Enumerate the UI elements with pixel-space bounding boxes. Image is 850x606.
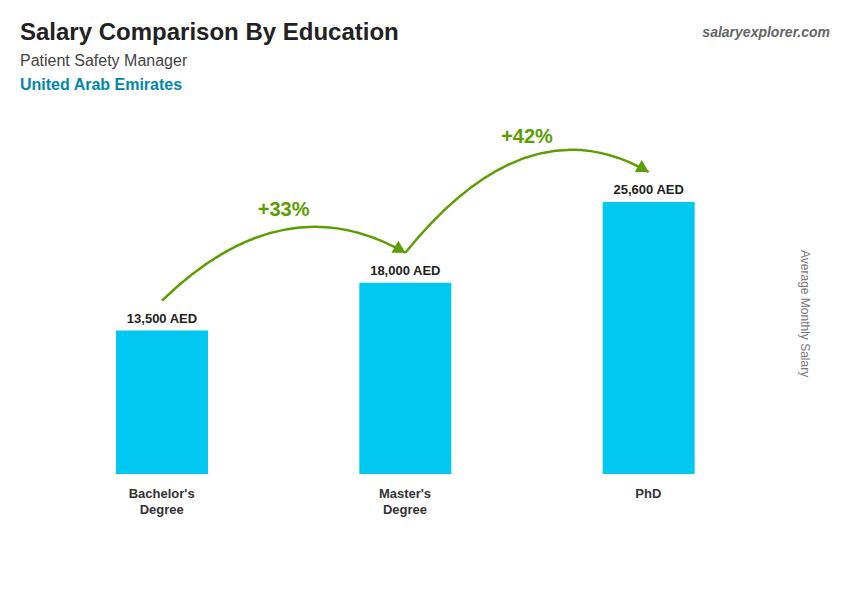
svg-text:Master'sDegree: Master'sDegree <box>379 486 431 517</box>
svg-text:25,600 AED: 25,600 AED <box>613 182 683 197</box>
svg-text:+42%: +42% <box>501 125 553 147</box>
svg-text:+33%: +33% <box>258 198 310 220</box>
svg-text:Bachelor'sDegree: Bachelor'sDegree <box>129 486 195 517</box>
svg-text:PhD: PhD <box>635 486 661 501</box>
html-text:Patient Safety Manager: Patient Safety Manager <box>20 52 188 69</box>
html-text:Salary Comparison By Education: Salary Comparison By Education <box>20 18 399 45</box>
svg-text:18,000 AED: 18,000 AED <box>370 263 440 278</box>
html-text:United Arab Emirates: United Arab Emirates <box>20 76 183 93</box>
html-text:salaryexplorer.com: salaryexplorer.com <box>702 24 830 40</box>
svg-text:13,500 AED: 13,500 AED <box>127 311 197 326</box>
html-text:Average Monthly Salary: Average Monthly Salary <box>798 250 812 378</box>
